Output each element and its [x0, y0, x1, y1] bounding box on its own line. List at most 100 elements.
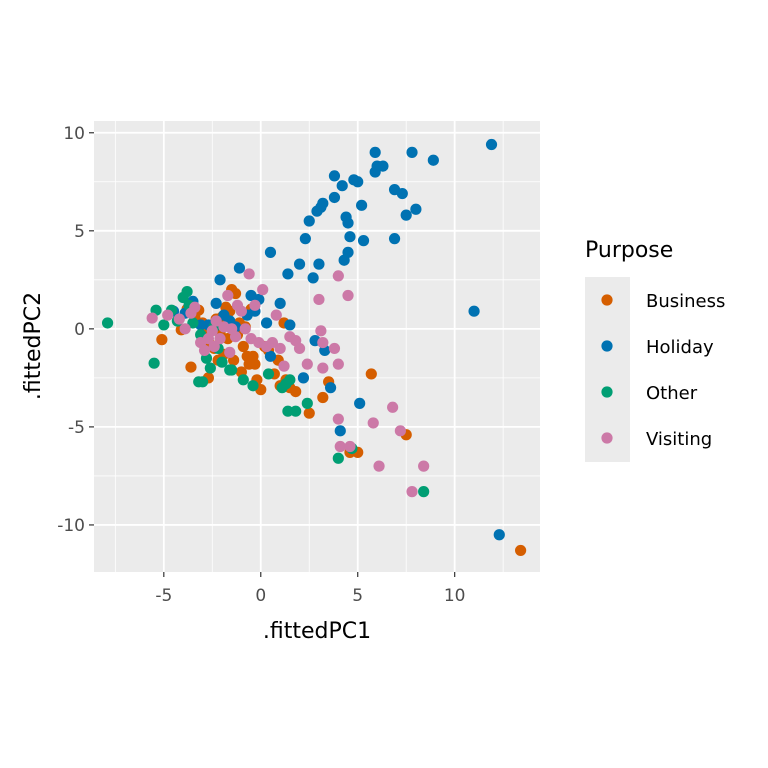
data-point-holiday [307, 272, 319, 284]
data-point-visiting [387, 401, 399, 413]
data-point-holiday [299, 233, 311, 245]
data-point-holiday [357, 235, 370, 247]
legend-label-other: Other [646, 383, 698, 404]
data-point-holiday [388, 233, 401, 245]
data-point-business [303, 407, 315, 419]
data-point-visiting [317, 336, 329, 349]
data-point-business [365, 368, 377, 380]
data-point-visiting [293, 342, 306, 355]
data-point-visiting [208, 340, 220, 353]
data-point-visiting [249, 299, 261, 311]
data-point-holiday [260, 317, 273, 329]
data-point-other [181, 285, 193, 298]
data-point-business [317, 391, 329, 404]
data-point-holiday [214, 274, 226, 286]
y-axis-title: .fittedPC2 [21, 292, 46, 400]
data-point-business [237, 340, 249, 353]
data-point-holiday [317, 197, 329, 209]
legend-title: Purpose [585, 238, 673, 263]
major-grid [94, 121, 540, 572]
x-axis: -5 0 5 10 [155, 572, 465, 606]
data-point-visiting [328, 342, 341, 355]
data-point-holiday [303, 215, 315, 227]
data-point-holiday [410, 203, 422, 215]
data-point-other [196, 376, 209, 388]
data-point-other [148, 357, 160, 369]
data-point-business [185, 361, 197, 373]
data-point-visiting [274, 342, 286, 355]
data-point-other [290, 405, 302, 417]
data-point-holiday [264, 350, 277, 362]
data-point-other [204, 362, 216, 374]
data-point-visiting [334, 440, 346, 453]
data-point-visiting [344, 440, 356, 453]
data-point-visiting [406, 486, 418, 498]
data-point-visiting [146, 312, 158, 324]
data-point-holiday [352, 176, 364, 188]
data-point-holiday [328, 170, 341, 182]
data-point-visiting [206, 325, 218, 337]
data-point-holiday [264, 246, 277, 258]
data-point-visiting [342, 289, 354, 302]
data-point-holiday [356, 199, 368, 211]
data-point-holiday [328, 191, 341, 204]
y-tick-label: -5 [68, 418, 85, 438]
data-point-visiting [315, 325, 327, 337]
data-point-other [418, 486, 430, 498]
data-point-other [101, 317, 114, 329]
legend-label-visiting: Visiting [646, 429, 712, 450]
plot-panel [94, 121, 540, 572]
data-point-visiting [229, 331, 242, 343]
y-tick-label: 5 [74, 222, 85, 242]
x-tick-label: -5 [155, 586, 172, 606]
data-point-visiting [278, 360, 290, 372]
x-axis-title: .fittedPC1 [263, 619, 371, 644]
data-point-visiting [301, 358, 313, 370]
data-point-holiday [468, 305, 480, 317]
data-point-visiting [243, 268, 255, 280]
data-point-visiting [257, 284, 269, 296]
data-point-other [332, 452, 344, 464]
y-tick-label: 0 [74, 320, 85, 340]
data-point-visiting [266, 336, 278, 349]
data-point-visiting [270, 309, 282, 321]
data-point-other [301, 397, 313, 409]
data-point-holiday [377, 160, 389, 172]
data-point-visiting [332, 413, 344, 425]
legend-key-visiting [601, 432, 613, 444]
data-point-visiting [222, 289, 234, 302]
x-tick-label: 10 [444, 586, 466, 606]
data-point-other [187, 317, 199, 329]
data-point-holiday [342, 217, 354, 229]
data-point-visiting [373, 460, 385, 472]
data-point-holiday [284, 319, 296, 331]
data-point-visiting [198, 344, 211, 357]
data-point-holiday [334, 425, 346, 437]
data-point-visiting [235, 305, 247, 317]
data-point-other [216, 356, 228, 368]
data-point-holiday [485, 138, 498, 151]
data-point-business [156, 334, 168, 346]
x-tick-label: 5 [352, 586, 363, 606]
data-point-visiting [162, 309, 174, 321]
data-point-business [290, 386, 302, 398]
data-point-holiday [297, 372, 310, 384]
data-point-visiting [332, 358, 344, 370]
series-visiting [146, 268, 430, 498]
data-point-holiday [342, 246, 354, 258]
data-point-visiting [224, 346, 236, 358]
legend-key-holiday [601, 340, 613, 352]
data-point-visiting [367, 417, 379, 429]
data-point-visiting [313, 293, 325, 306]
data-point-visiting [179, 323, 191, 335]
data-point-other [284, 374, 296, 386]
data-point-holiday [354, 397, 366, 409]
data-point-visiting [394, 425, 406, 437]
data-point-visiting [317, 362, 329, 374]
data-point-holiday [493, 529, 505, 541]
data-point-other [237, 374, 249, 386]
data-point-other [247, 380, 259, 392]
legend: Purpose Business Holiday Other Visiting [585, 238, 725, 462]
data-point-holiday [400, 209, 412, 221]
